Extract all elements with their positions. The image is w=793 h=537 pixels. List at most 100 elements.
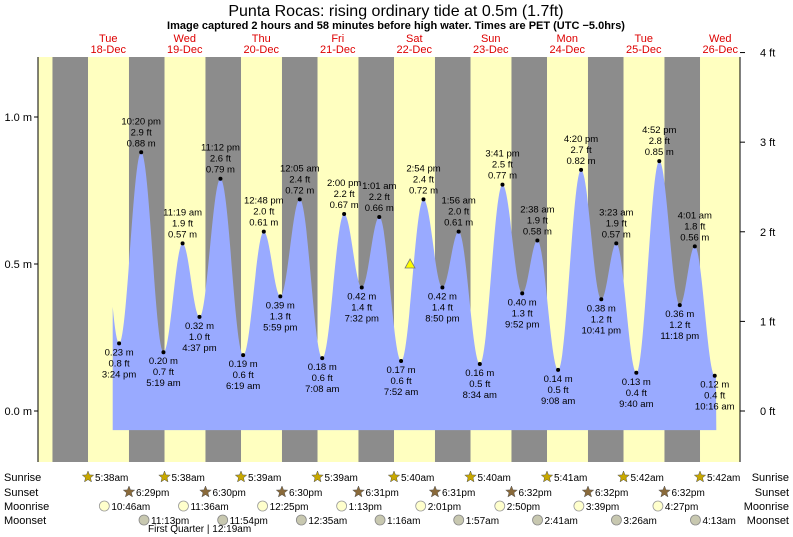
moonrise-icon (98, 500, 110, 512)
tide-time-label: 3:23 am (599, 207, 633, 218)
tide-point (399, 359, 404, 364)
axes: 0.0 m 0.5 m 1.0 m 0 ft 1 ft 2 ft 3 ft 4 ft (4, 48, 775, 462)
tide-level-area (112, 152, 717, 431)
sunrise-time: 5:39am (248, 473, 281, 484)
tide-ft-label: 0.7 ft (153, 367, 174, 378)
day-name-label: Tue (634, 33, 653, 45)
tide-point (477, 361, 482, 366)
sun-icon (387, 470, 401, 483)
tide-point (359, 285, 364, 290)
tide-m-label: 0.85 m (645, 147, 674, 158)
sun-icon (505, 485, 518, 498)
moonset-time: 11:54pm (230, 516, 268, 527)
moonset-time: 1:16am (387, 516, 420, 527)
left-tick-label: 1.0 m (4, 112, 32, 124)
tide-m-label: 0.42 m (428, 292, 457, 303)
tide-m-label: 0.13 m (622, 377, 651, 388)
tide-ft-label: 0.5 ft (469, 379, 490, 390)
day-date-label: 18-Dec (91, 44, 127, 56)
tide-m-label: 0.39 m (266, 300, 295, 311)
tide-time-label: 10:41 pm (581, 325, 621, 336)
tide-point (712, 373, 717, 378)
tide-m-label: 0.36 m (665, 309, 694, 320)
tide-point (500, 182, 505, 187)
sunset-row-label: Sunset (4, 487, 38, 499)
tide-ft-label: 1.9 ft (606, 218, 627, 229)
tide-time-label: 3:24 pm (102, 369, 136, 380)
tide-point (241, 353, 246, 358)
sun-icon (234, 470, 248, 483)
sun-icon (658, 485, 671, 498)
moonset-icon (138, 514, 150, 526)
day-name-label: Wed (174, 33, 196, 45)
tide-point (614, 241, 619, 246)
moonrise-time: 11:36am (190, 502, 228, 513)
tide-m-label: 0.61 m (444, 218, 473, 229)
moonrise-time: 4:27pm (665, 502, 698, 513)
tide-m-label: 0.16 m (465, 368, 494, 379)
moonset-time: 4:13am (702, 516, 735, 527)
right-tick-label: 2 ft (760, 227, 775, 239)
sunset-time: 6:31pm (442, 488, 475, 499)
sun-icon (464, 470, 477, 483)
tide-time-label: 11:12 pm (201, 143, 240, 154)
moonrise-icon (415, 500, 427, 512)
day-date-label: 24-Dec (550, 44, 586, 56)
left-tick-label: 0.0 m (4, 406, 32, 418)
tide-m-label: 0.79 m (206, 165, 235, 176)
day-name-label: Sun (481, 33, 501, 45)
sun-moon-rows: Sunrise Sunrise Sunset Sunset Moonrise Moonri… (4, 470, 789, 535)
tide-point (456, 229, 461, 234)
tide-time-label: 2:00 pm (327, 178, 361, 189)
moonset-icon (690, 514, 701, 526)
moonrise-icon (178, 500, 189, 512)
day-name-label: Fri (331, 33, 344, 45)
moonset-icon (453, 514, 465, 526)
tide-ft-label: 0.6 ft (312, 373, 333, 384)
tide-time-label: 9:40 am (619, 399, 653, 410)
right-tick-label: 1 ft (760, 316, 775, 328)
moonrise-time: 3:39pm (586, 502, 619, 513)
tide-m-label: 0.19 m (229, 359, 258, 370)
sunset-time: 6:29pm (136, 488, 169, 499)
tide-m-label: 0.82 m (567, 156, 596, 167)
tide-time-label: 4:20 pm (564, 134, 598, 145)
tide-ft-label: 1.3 ft (270, 311, 291, 322)
tide-m-label: 0.67 m (330, 200, 359, 211)
moonset-icon (374, 514, 386, 526)
tide-time-label: 10:16 am (695, 402, 735, 413)
moonset-time: 1:57am (466, 516, 499, 527)
moonrise-row-label-right: Moonrise (744, 501, 789, 513)
tide-ft-label: 1.2 ft (669, 320, 690, 331)
tide-time-label: 3:41 pm (485, 149, 519, 160)
chart-subtitle: Image captured 2 hours and 58 minutes be… (167, 20, 625, 32)
tide-ft-label: 2.7 ft (570, 145, 591, 156)
tide-time-label: 5:19 am (146, 378, 180, 389)
tide-m-label: 0.57 m (602, 229, 631, 240)
tide-m-label: 0.42 m (347, 292, 376, 303)
tide-m-label: 0.61 m (249, 218, 278, 229)
tide-m-label: 0.66 m (365, 203, 394, 214)
tide-time-label: 2:54 pm (406, 163, 440, 174)
right-tick-label: 4 ft (760, 48, 775, 60)
moonset-time: 2:41am (545, 516, 578, 527)
tide-point (218, 176, 223, 181)
sunrise-time: 5:40am (478, 473, 511, 484)
tide-time-label: 1:01 am (362, 181, 396, 192)
tide-time-label: 2:38 am (520, 204, 554, 215)
moonrise-time: 2:01pm (428, 502, 461, 513)
sunrise-row-label: Sunrise (4, 472, 41, 484)
sun-icon (275, 485, 289, 498)
tide-ft-label: 2.8 ft (649, 136, 670, 147)
sunset-time: 6:30pm (212, 488, 245, 499)
moonset-row-label: Moonset (4, 515, 46, 527)
tide-m-label: 0.38 m (587, 303, 616, 314)
tide-ft-label: 0.4 ft (704, 391, 725, 402)
tide-m-label: 0.56 m (680, 232, 709, 243)
tide-time-label: 9:08 am (541, 396, 575, 407)
chart-header: Punta Rocas: rising ordinary tide at 0.5… (167, 3, 625, 32)
moonset-icon (611, 514, 622, 526)
tide-point (180, 241, 185, 246)
tide-ft-label: 0.5 ft (548, 385, 569, 396)
